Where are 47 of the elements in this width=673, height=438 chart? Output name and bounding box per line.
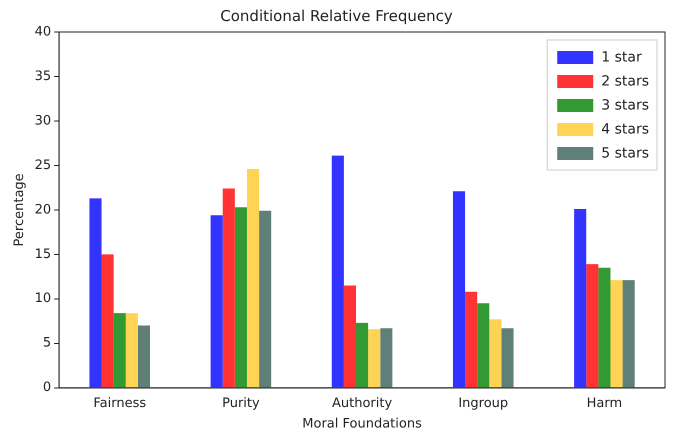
bar xyxy=(356,322,368,388)
bar xyxy=(501,328,514,388)
y-tick-label: 10 xyxy=(34,291,52,306)
x-axis-title: Moral Foundations xyxy=(302,416,422,432)
legend-label: 5 stars xyxy=(601,146,650,162)
bar xyxy=(465,292,478,388)
y-tick-label: 25 xyxy=(34,158,52,173)
y-tick-label: 20 xyxy=(34,202,52,218)
legend-label: 3 stars xyxy=(601,98,650,114)
y-tick-label: 40 xyxy=(34,24,52,40)
bar xyxy=(138,326,150,388)
y-tick-label: 35 xyxy=(34,68,52,84)
bar xyxy=(598,268,610,388)
y-axis-title: Percentage xyxy=(12,173,28,246)
y-tick-label: 0 xyxy=(42,380,52,396)
bar xyxy=(259,210,272,388)
bar xyxy=(114,313,126,388)
y-tick-label: 30 xyxy=(34,113,52,128)
x-tick-label: Authority xyxy=(332,396,392,411)
bar xyxy=(234,207,247,388)
bar xyxy=(332,156,344,388)
y-tick-label: 5 xyxy=(42,336,52,351)
bar xyxy=(622,280,635,388)
x-tick-label: Fairness xyxy=(93,396,146,411)
bar xyxy=(477,303,490,388)
bar xyxy=(610,280,623,388)
bar xyxy=(380,328,392,388)
bar xyxy=(344,286,356,388)
bar xyxy=(246,168,260,388)
bar xyxy=(368,329,380,388)
y-tick-label: 15 xyxy=(34,246,52,262)
chart-title: Conditional Relative Frequency xyxy=(220,6,453,25)
bar xyxy=(586,264,598,388)
bar xyxy=(222,188,235,388)
x-tick-label: Harm xyxy=(586,396,622,411)
bar xyxy=(89,198,102,388)
legend-label: 2 stars xyxy=(601,74,650,90)
legend-label: 1 star xyxy=(601,50,642,66)
x-tick-label: Ingroup xyxy=(458,396,508,411)
bar xyxy=(102,254,114,388)
x-tick-label: Purity xyxy=(222,396,260,411)
bar xyxy=(452,191,466,388)
bar xyxy=(489,319,502,388)
legend-label: 4 stars xyxy=(601,122,650,138)
bar xyxy=(574,209,586,388)
bar xyxy=(210,215,223,388)
bar xyxy=(126,313,138,388)
